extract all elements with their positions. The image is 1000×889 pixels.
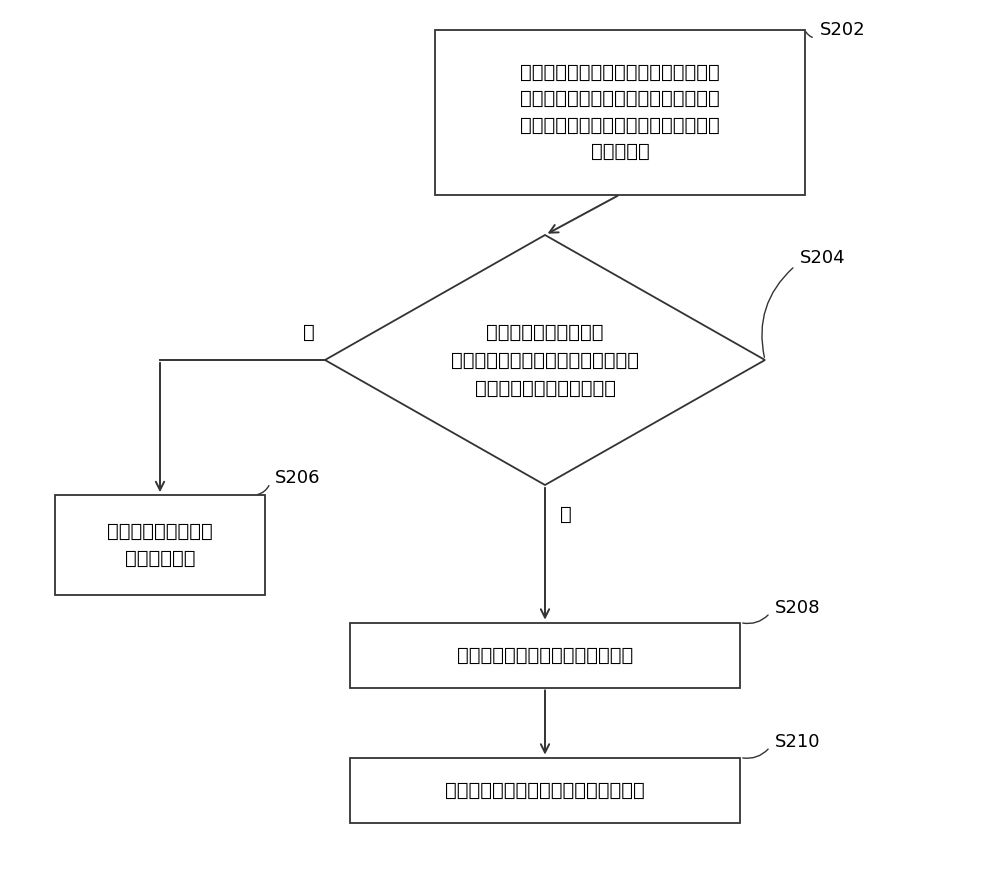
Text: S202: S202 (820, 21, 866, 39)
Text: 执行重定向信令对应
的重定向操作: 执行重定向信令对应 的重定向操作 (107, 522, 213, 568)
Text: 当移动终端在低制式网络模式下接收到
网络设备的重定向信令时，调取切换至
低制式网络模式前的高制式网络模式中
的会话记录: 当移动终端在低制式网络模式下接收到 网络设备的重定向信令时，调取切换至 低制式网… (520, 63, 720, 161)
Text: S210: S210 (775, 733, 820, 751)
Text: S206: S206 (275, 469, 320, 487)
Bar (350, 757, 740, 822)
Text: 确定会话记录符合预设的伪装特征: 确定会话记录符合预设的伪装特征 (457, 645, 633, 664)
Text: 是: 是 (303, 323, 315, 342)
Bar (55, 495, 265, 595)
Bar (350, 622, 740, 687)
Text: S204: S204 (800, 249, 846, 267)
Bar (435, 29, 805, 195)
Text: 根据会话记录，判断由
高制式网络模式切换至低制式网络模
式的过程中是否有鉴权记录: 根据会话记录，判断由 高制式网络模式切换至低制式网络模 式的过程中是否有鉴权记录 (451, 323, 639, 397)
Text: 否: 否 (560, 505, 572, 524)
Text: 拒绝执行重定向信令对应的重定向操作: 拒绝执行重定向信令对应的重定向操作 (445, 781, 645, 799)
Polygon shape (325, 235, 765, 485)
Text: S208: S208 (775, 599, 820, 617)
